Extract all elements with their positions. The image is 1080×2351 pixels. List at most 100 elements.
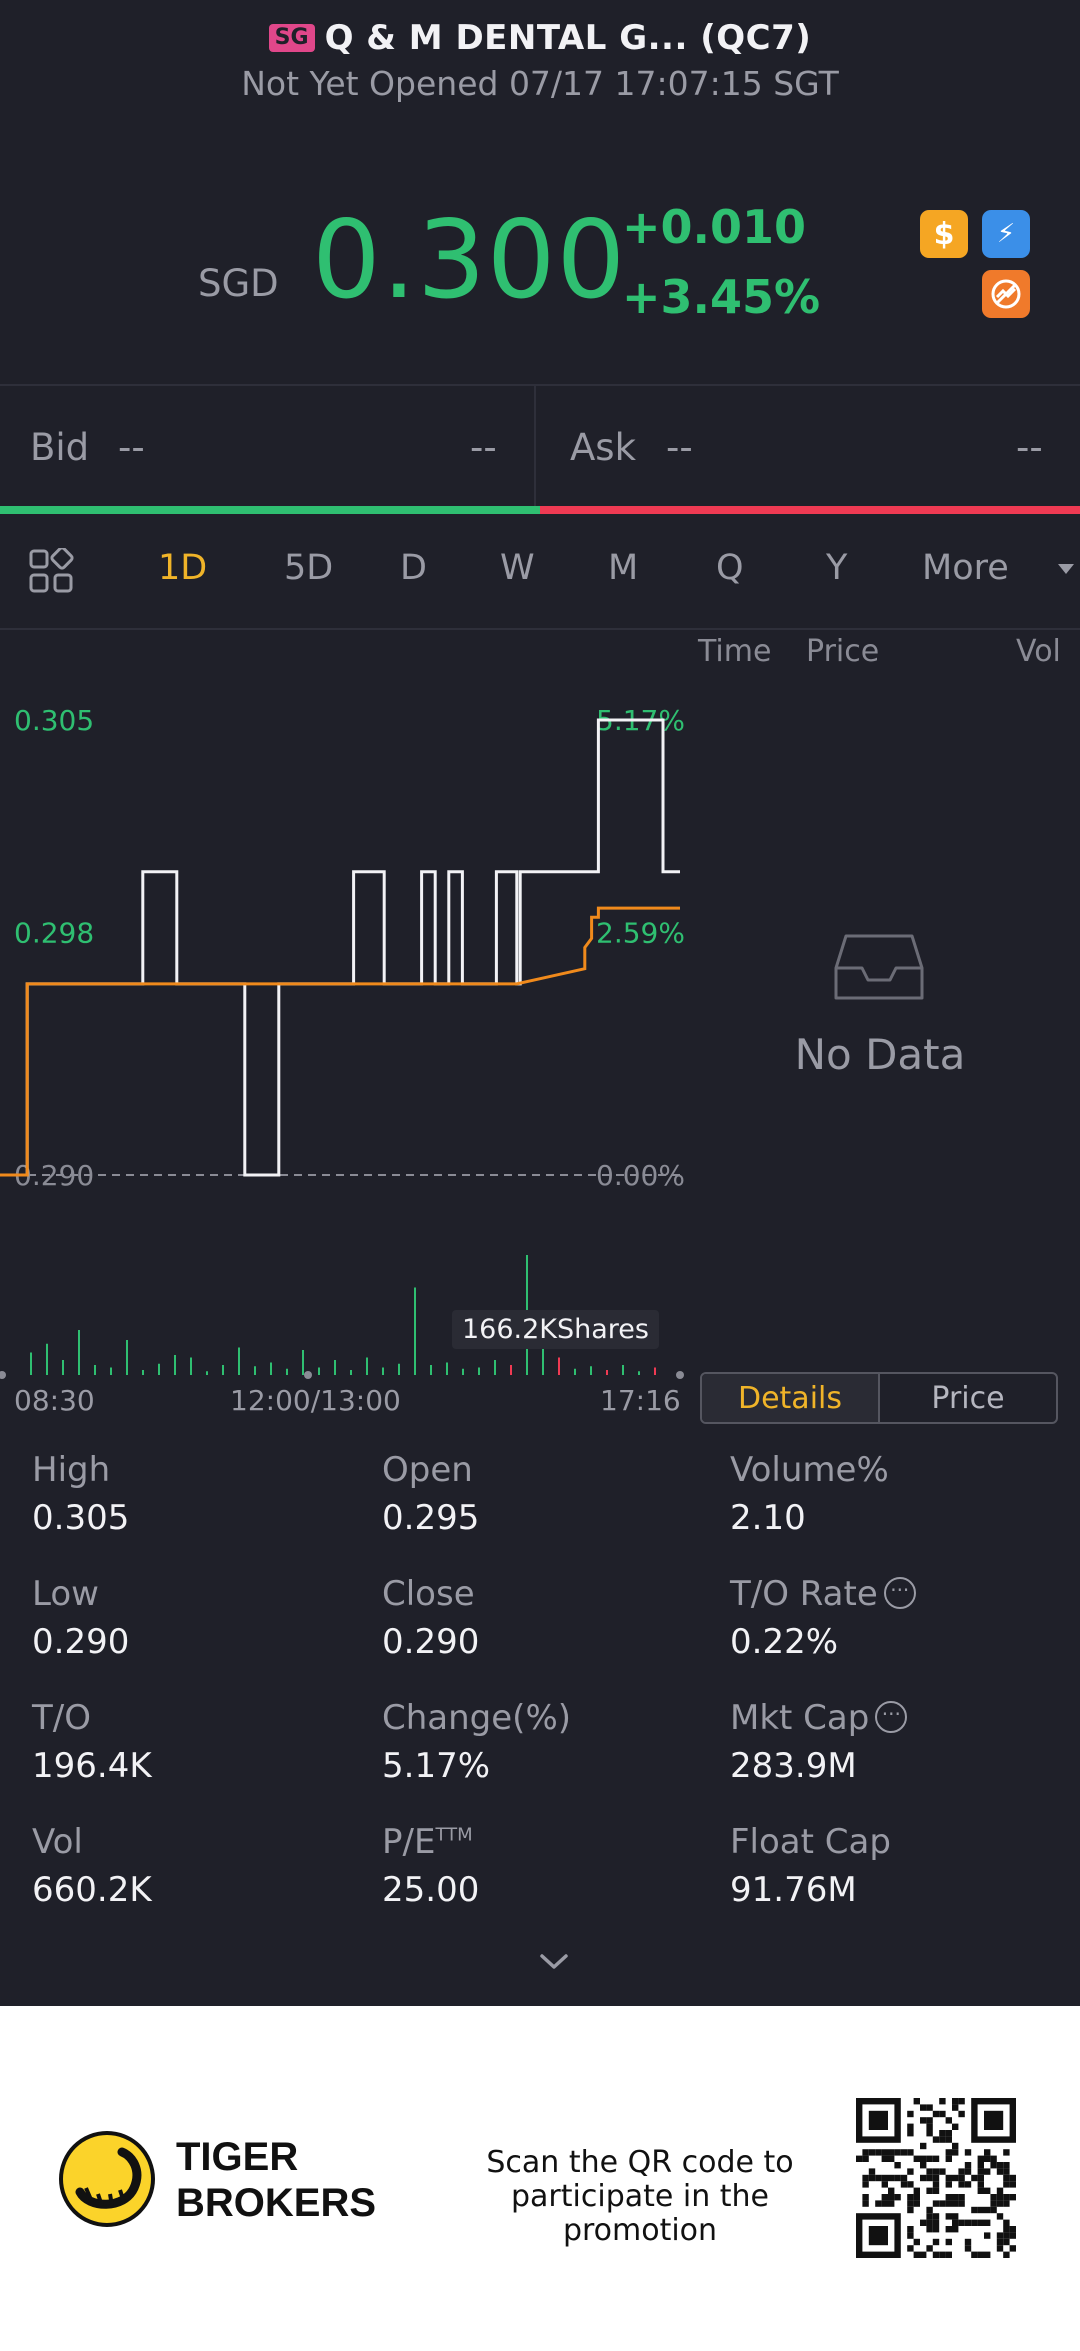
qr-module (952, 2104, 959, 2111)
qr-module (900, 2149, 908, 2156)
qr-module (977, 2206, 984, 2214)
qr-module (996, 2213, 1004, 2220)
qr-module (907, 2194, 914, 2201)
qr-module (1003, 2194, 1010, 2201)
qr-module (881, 2200, 888, 2207)
qr-module (952, 2226, 959, 2233)
qr-module (913, 2194, 920, 2201)
qr-module (958, 2174, 965, 2182)
brand-name: TIGER BROKERS (176, 2134, 376, 2226)
qr-module (926, 2226, 933, 2233)
qr-finder (868, 2226, 888, 2246)
qr-module (926, 2219, 933, 2226)
volume-bar (238, 1347, 240, 1375)
qr-finder (984, 2110, 1004, 2130)
qr-module (990, 2194, 997, 2201)
qr-module (1003, 2232, 1010, 2239)
layout-grid-icon[interactable] (28, 546, 74, 598)
qr-module (926, 2206, 933, 2214)
qr-module (977, 2181, 984, 2188)
qr-module (875, 2174, 882, 2182)
qr-module (984, 2155, 991, 2162)
qr-module (990, 2155, 997, 2162)
price-tab[interactable]: Price (931, 1380, 1005, 1416)
qr-module (996, 2238, 1004, 2246)
qr-module (862, 2155, 869, 2162)
qr-module (881, 2194, 888, 2201)
tab-w[interactable]: W (500, 548, 535, 588)
volume-bar (78, 1330, 80, 1375)
qr-module (875, 2149, 882, 2156)
volume-bar (302, 1350, 304, 1375)
tab-m[interactable]: M (608, 548, 639, 588)
stat-to-rate-value: 0.22% (730, 1622, 839, 1662)
qr-module (958, 2168, 965, 2175)
qr-module (907, 2206, 914, 2214)
ask-label: Ask (570, 426, 637, 469)
qr-module (862, 2181, 869, 2188)
stat-high-value: 0.305 (32, 1498, 130, 1538)
qr-module (996, 2200, 1004, 2207)
qr-module (952, 2098, 959, 2105)
qr-code-icon (856, 2098, 1016, 2258)
qr-module (932, 2155, 940, 2162)
qr-module (939, 2251, 946, 2258)
qr-module (952, 2219, 959, 2226)
stock-title[interactable]: Q & M DENTAL G... (QC7) (324, 18, 812, 58)
qr-module (1003, 2200, 1010, 2207)
qr-module (984, 2168, 991, 2175)
qr-module (900, 2174, 908, 2182)
time-label-open: 08:30 (14, 1384, 95, 1417)
volume-bar (382, 1367, 384, 1375)
qr-module (939, 2130, 946, 2137)
volume-bar (542, 1337, 544, 1375)
expand-chevron-icon[interactable] (538, 1952, 570, 1976)
more-info-icon[interactable]: ··· (875, 1700, 908, 1733)
qr-module (945, 2213, 952, 2220)
volume-bar (510, 1365, 512, 1375)
qr-module (926, 2123, 933, 2130)
stat-open-value: 0.295 (382, 1498, 480, 1538)
qr-module (945, 2194, 952, 2201)
tab-5d[interactable]: 5D (284, 548, 334, 588)
volume-bar (622, 1365, 624, 1375)
qr-module (1009, 2194, 1016, 2201)
qr-module (958, 2200, 965, 2207)
qr-module (894, 2149, 901, 2156)
qr-module (932, 2168, 940, 2175)
flash-icon[interactable]: ⚡ (982, 210, 1030, 258)
tab-1d[interactable]: 1D (158, 548, 208, 588)
qr-module (945, 2155, 952, 2162)
tab-y[interactable]: Y (826, 548, 848, 588)
volume-bar (142, 1370, 144, 1375)
more-dropdown-icon[interactable] (1058, 564, 1074, 574)
volume-bar (350, 1370, 352, 1375)
pct-axis-label: 0.00% (596, 1159, 685, 1192)
qr-module (945, 2130, 952, 2137)
qr-module (996, 2194, 1004, 2201)
qr-module (984, 2149, 991, 2156)
slash-icon[interactable] (982, 270, 1030, 318)
more-info-icon[interactable]: ··· (883, 1576, 916, 1609)
tab-more[interactable]: More (922, 548, 1009, 588)
dollar-icon[interactable]: $ (920, 210, 968, 258)
qr-module (862, 2149, 869, 2156)
time-label-close: 17:16 (600, 1384, 681, 1417)
qr-module (907, 2226, 914, 2233)
stat-close-value: 0.290 (382, 1622, 480, 1662)
qr-module (977, 2174, 984, 2182)
qr-module (939, 2110, 946, 2118)
stat-float-cap-value: 91.76M (730, 1870, 857, 1910)
details-tab[interactable]: Details (702, 1374, 880, 1422)
qr-module (1009, 2174, 1016, 2182)
qr-module (996, 2162, 1004, 2169)
qr-module (1003, 2251, 1010, 2258)
tab-d[interactable]: D (400, 548, 427, 588)
qr-module (984, 2251, 991, 2258)
volume-bar (222, 1365, 224, 1375)
stock-header: SG Q & M DENTAL G... (QC7) (0, 14, 1080, 62)
qr-module (952, 2200, 959, 2207)
tab-q[interactable]: Q (716, 548, 744, 588)
volume-bar (654, 1367, 656, 1375)
